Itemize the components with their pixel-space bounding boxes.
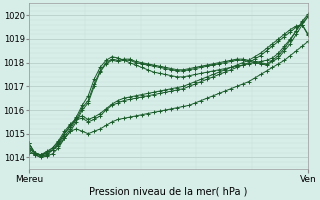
X-axis label: Pression niveau de la mer( hPa ): Pression niveau de la mer( hPa ): [89, 187, 248, 197]
